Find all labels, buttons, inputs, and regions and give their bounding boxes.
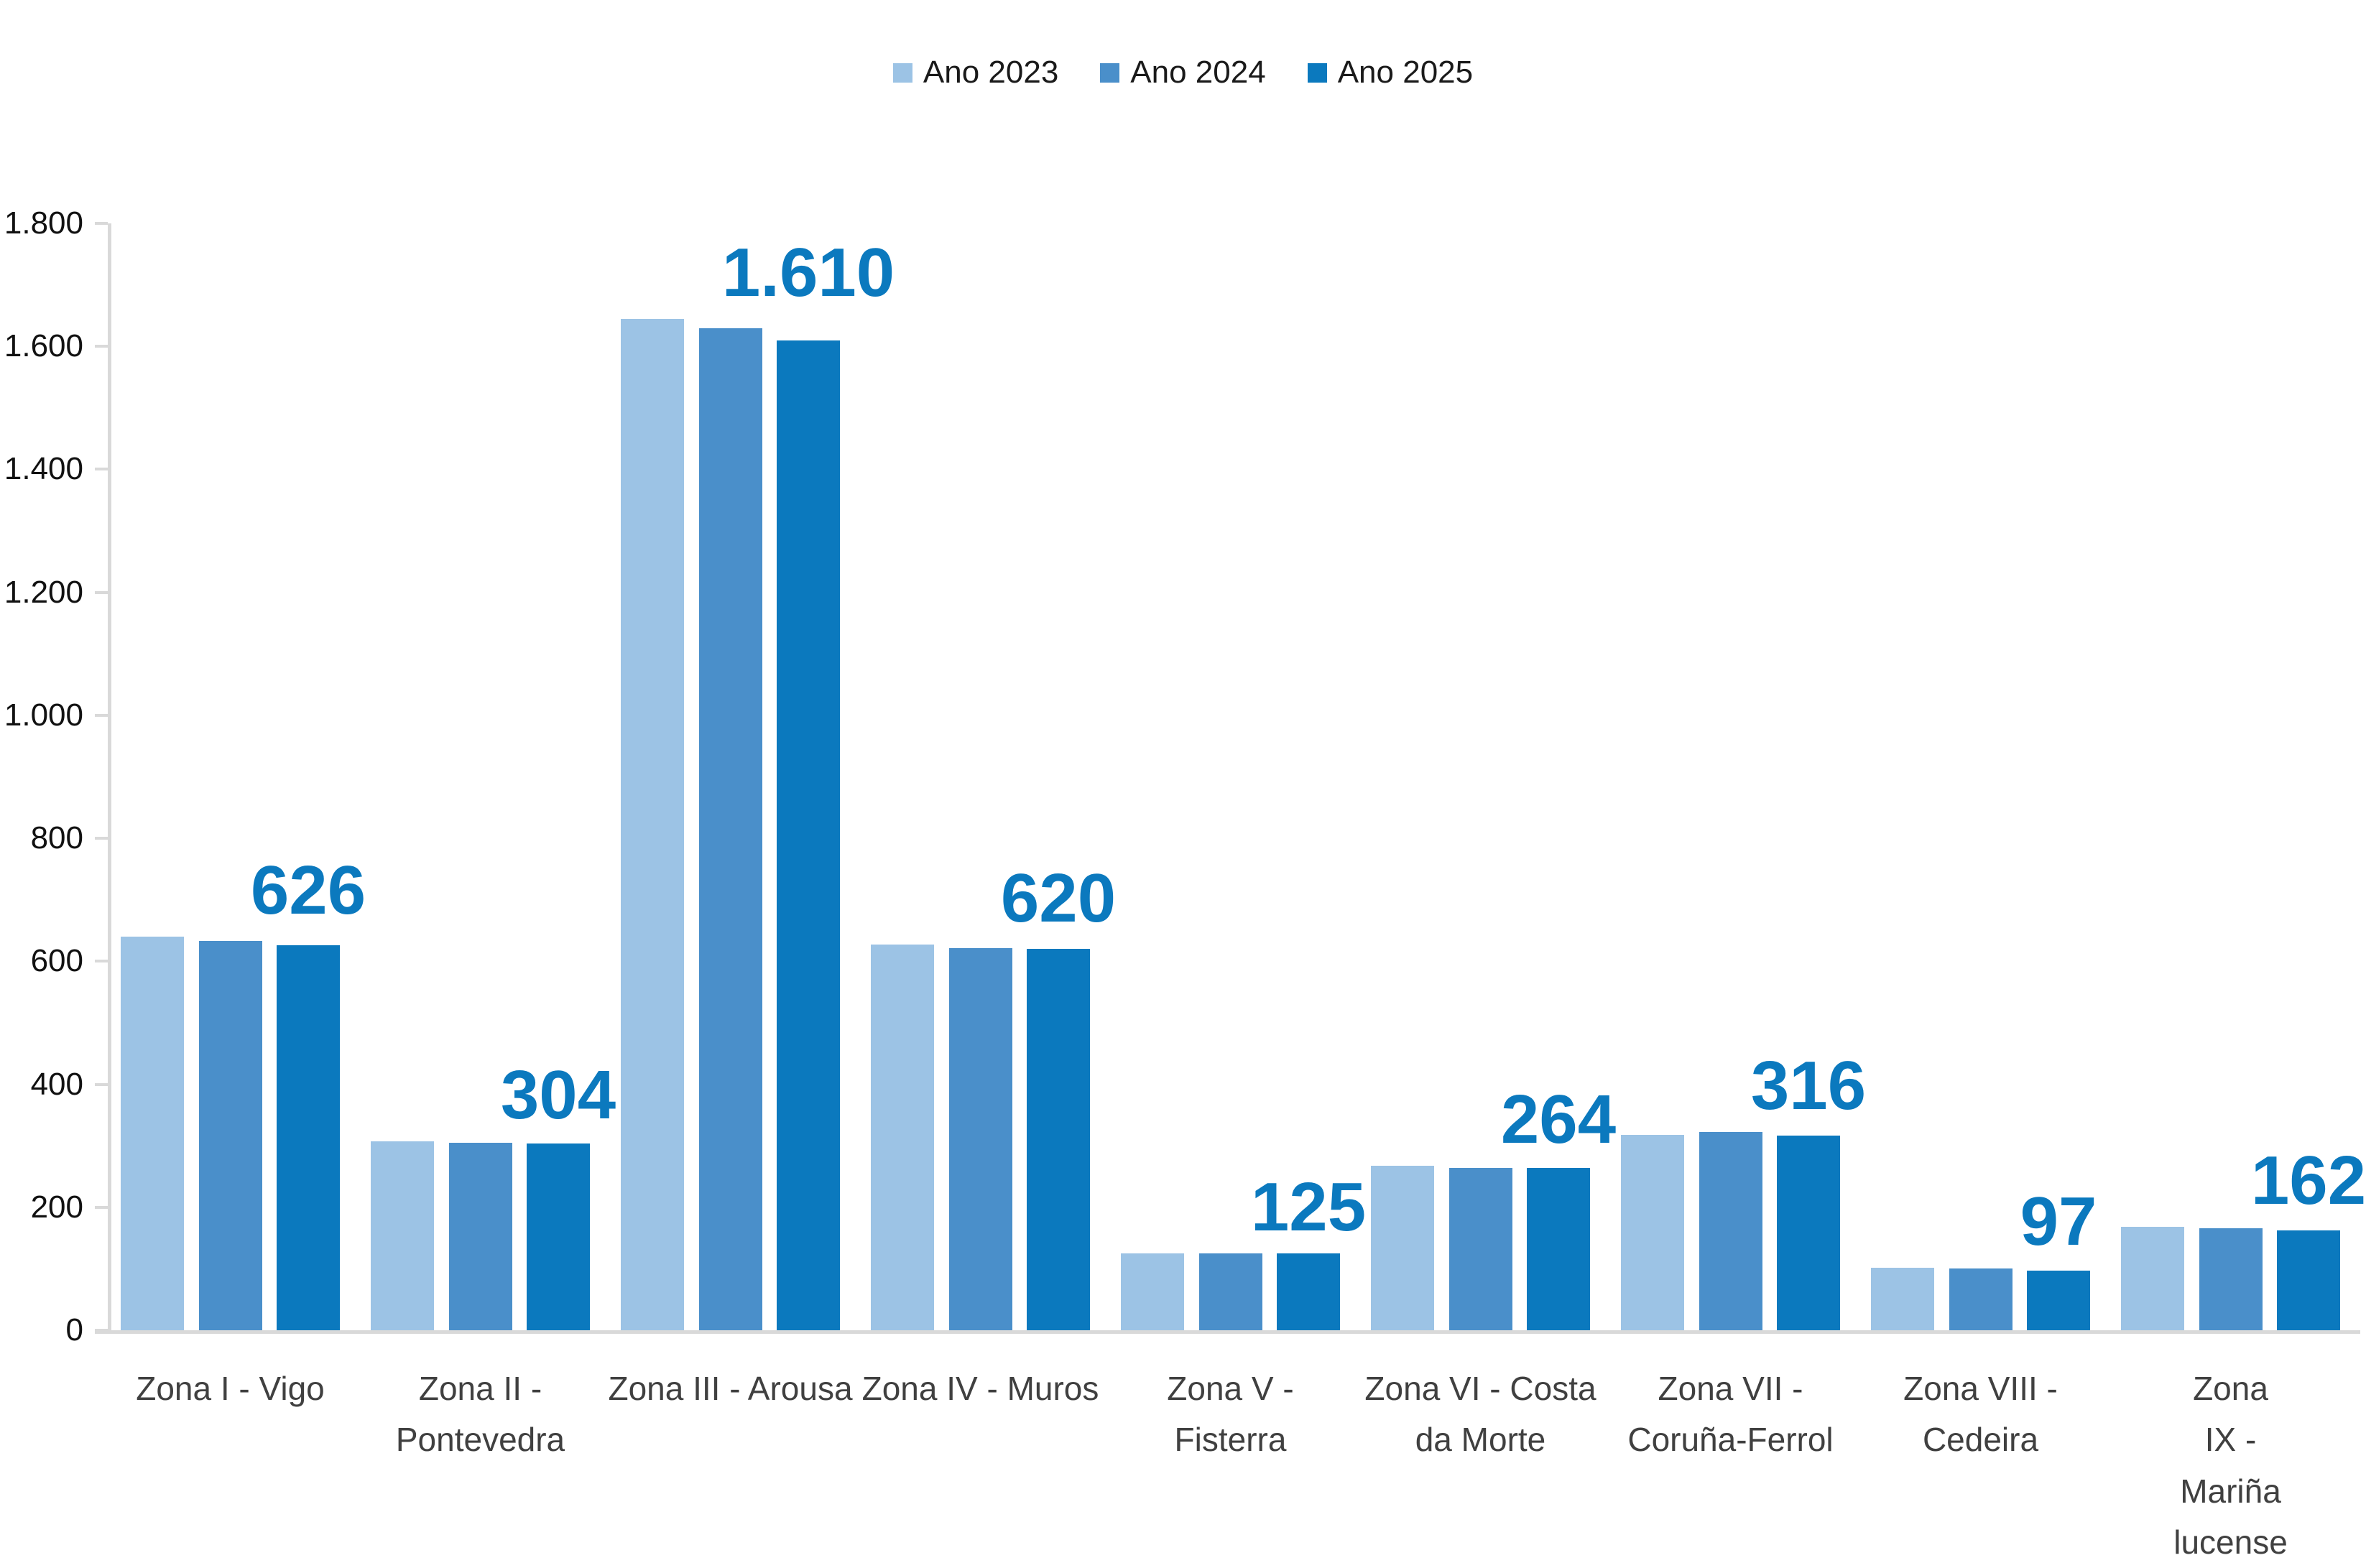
- bar-ano-2025: [527, 1143, 590, 1330]
- bar-ano-2024: [448, 1142, 512, 1330]
- x-axis-category-label: Zona III - Arousa: [608, 1370, 853, 1407]
- bar-group-3: 1.610: [621, 223, 895, 1330]
- bar-ano-2024: [2199, 1228, 2263, 1330]
- y-axis-tick-label: 1.600: [4, 328, 83, 364]
- bar-ano-2023: [871, 945, 934, 1330]
- bar-group-8: 97: [1871, 223, 2097, 1330]
- y-axis-tick-label: 600: [30, 943, 83, 979]
- x-axis-category-label: Zona IV - Muros: [861, 1370, 1099, 1407]
- data-label: 97: [2020, 1182, 2097, 1260]
- bar-ano-2025: [277, 945, 340, 1330]
- y-axis-tick-mark: [95, 1082, 108, 1086]
- legend-label: Ano 2025: [1337, 55, 1474, 90]
- bar-ano-2024: [1448, 1168, 1512, 1330]
- y-axis-tick-mark: [95, 837, 108, 840]
- data-label: 316: [1750, 1047, 1867, 1125]
- bar-ano-2023: [621, 318, 684, 1330]
- y-axis-tick-mark: [95, 960, 108, 963]
- x-axis-category-label: Zona I - Vigo: [136, 1370, 325, 1407]
- data-label: 304: [500, 1057, 616, 1134]
- data-label: 620: [1000, 860, 1117, 937]
- x-axis-line: [95, 1330, 2360, 1334]
- y-axis-tick-label: 200: [30, 1189, 83, 1225]
- data-label: 626: [250, 852, 366, 929]
- bar-ano-2024: [1699, 1132, 1762, 1330]
- bar-ano-2025: [1277, 1253, 1340, 1330]
- legend-label: Ano 2024: [1130, 55, 1266, 90]
- x-axis-category-label: Zona VII - Coruña-Ferrol: [1627, 1370, 1834, 1459]
- bar-group-9: 162: [2121, 223, 2366, 1330]
- y-axis-tick-label: 1.000: [4, 697, 83, 733]
- bar-ano-2023: [1371, 1166, 1434, 1330]
- y-axis-tick-mark: [95, 345, 108, 348]
- legend-label: Ano 2023: [923, 55, 1059, 90]
- bar-ano-2023: [1871, 1267, 1934, 1330]
- y-axis-tick-label: 1.200: [4, 574, 83, 610]
- y-axis-tick-mark: [95, 590, 108, 594]
- data-label: 125: [1250, 1169, 1367, 1245]
- bar-ano-2025: [2027, 1270, 2090, 1330]
- bar-group-6: 264: [1371, 223, 1616, 1330]
- bar-ano-2024: [1949, 1268, 2013, 1330]
- bars-container: 626 304 1.610 620 125 264 316 97 162: [121, 223, 2366, 1330]
- bar-ano-2023: [1121, 1253, 1184, 1330]
- y-axis-tick-label: 800: [30, 820, 83, 856]
- data-label: 1.610: [721, 233, 895, 311]
- bar-ano-2024: [948, 948, 1012, 1330]
- y-axis-tick-mark: [95, 222, 108, 225]
- plot-area: 1.800 1.600 1.400 1.200 1.000 800 600 400 200 0 6…: [4, 205, 2366, 1347]
- bar-ano-2024: [1198, 1253, 1262, 1330]
- y-axis-tick-label: 0: [65, 1312, 83, 1347]
- y-axis-tick-label: 1.400: [4, 451, 83, 487]
- y-axis-tick-label: 1.800: [4, 205, 83, 241]
- bar-ano-2024: [698, 328, 762, 1330]
- legend-item-ano-2025: Ano 2025: [1307, 55, 1474, 91]
- x-axis-category-label: Zona VI - Costa da Morte: [1364, 1370, 1596, 1459]
- y-axis-tick-mark: [95, 468, 108, 471]
- bar-ano-2025: [1027, 949, 1090, 1330]
- bar-group-7: 316: [1621, 223, 1866, 1330]
- bar-ano-2023: [1621, 1134, 1684, 1330]
- bar-group-5: 125: [1121, 223, 1366, 1330]
- data-label: 162: [2250, 1142, 2366, 1220]
- bar-ano-2023: [2121, 1227, 2184, 1330]
- bar-ano-2023: [371, 1141, 434, 1330]
- bar-group-2: 304: [371, 223, 616, 1330]
- x-axis-category-label: Zona VIII - Cedeira: [1903, 1370, 2058, 1459]
- legend-swatch-icon: [1307, 62, 1327, 83]
- bar-ano-2025: [1777, 1136, 1840, 1330]
- legend-item-ano-2024: Ano 2024: [1100, 55, 1266, 91]
- bar-ano-2024: [198, 941, 262, 1330]
- y-axis-line: [108, 223, 111, 1330]
- y-axis-tick-label: 400: [30, 1066, 83, 1102]
- legend-swatch-icon: [892, 62, 912, 83]
- data-label: 264: [1500, 1081, 1617, 1159]
- bar-group-1: 626: [121, 223, 366, 1330]
- bar-ano-2025: [777, 340, 840, 1330]
- bar-ano-2025: [2277, 1230, 2340, 1330]
- grouped-bar-chart: Ano 2023 Ano 2024 Ano 2025 1.800 1.600 1.400…: [0, 55, 2366, 1561]
- bar-ano-2023: [121, 937, 184, 1330]
- bar-ano-2025: [1527, 1168, 1590, 1330]
- x-axis-category-label: Zona V - Fisterra: [1167, 1370, 1294, 1459]
- y-axis-tick-mark: [95, 1205, 108, 1209]
- chart-legend: Ano 2023 Ano 2024 Ano 2025: [0, 55, 2366, 91]
- x-axis-category-label: Zona II - Pontevedra: [395, 1370, 565, 1459]
- x-axis-category-label: Zona IX - Mariña lucense: [2173, 1370, 2288, 1561]
- bar-group-4: 620: [871, 223, 1116, 1330]
- x-axis-labels: Zona I - Vigo Zona II - Pontevedra Zona II…: [121, 1363, 2340, 1561]
- y-axis-tick-mark: [95, 713, 108, 717]
- legend-swatch-icon: [1100, 62, 1120, 83]
- legend-item-ano-2023: Ano 2023: [892, 55, 1059, 91]
